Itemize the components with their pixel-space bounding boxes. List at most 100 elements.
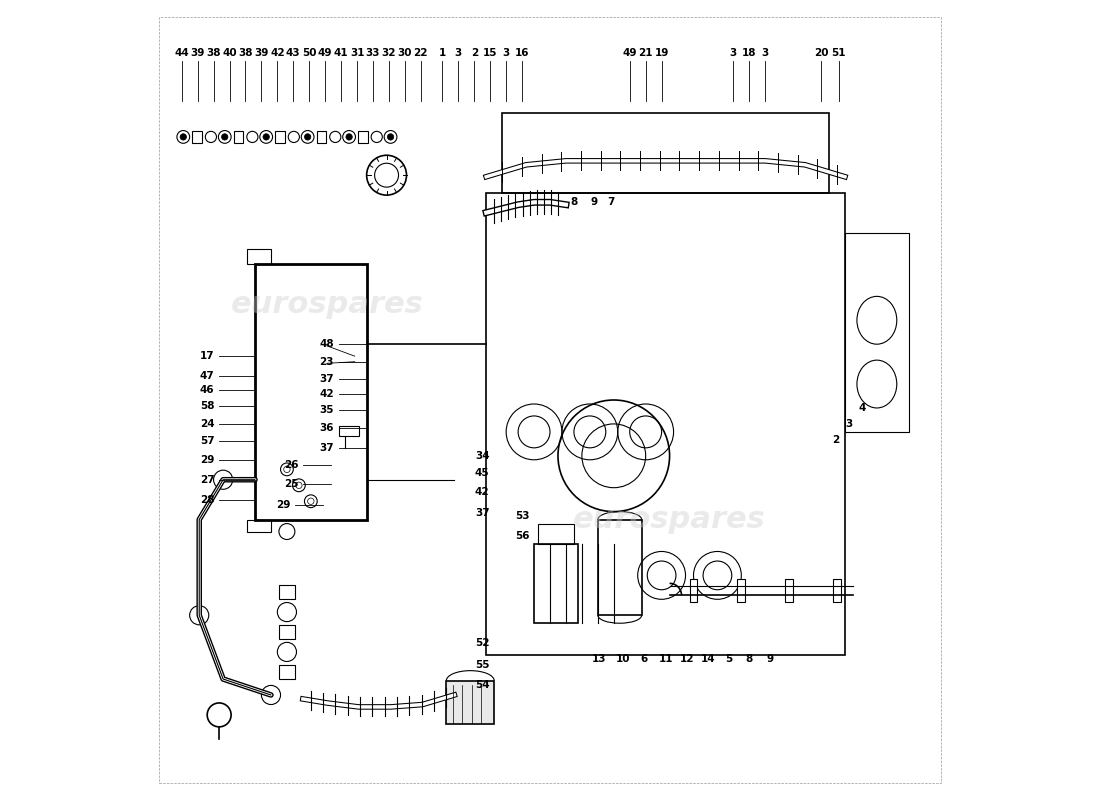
Text: 16: 16 <box>515 48 529 58</box>
Text: 29: 29 <box>200 454 214 465</box>
Text: 3: 3 <box>845 419 853 429</box>
Bar <box>785 579 793 602</box>
Text: 51: 51 <box>832 48 846 58</box>
Circle shape <box>221 134 228 140</box>
Bar <box>248 519 271 531</box>
Text: 48: 48 <box>319 339 334 349</box>
Bar <box>538 523 574 543</box>
Text: 8: 8 <box>570 198 578 207</box>
Circle shape <box>277 602 297 622</box>
Text: 37: 37 <box>319 443 334 453</box>
Text: 2: 2 <box>471 48 477 58</box>
Text: 32: 32 <box>382 48 396 58</box>
Bar <box>317 130 327 143</box>
Text: 36: 36 <box>319 423 334 433</box>
Text: 20: 20 <box>814 48 828 58</box>
Text: 8: 8 <box>746 654 752 664</box>
Text: 21: 21 <box>638 48 653 58</box>
Bar <box>339 426 359 436</box>
Text: 3: 3 <box>454 48 462 58</box>
Text: 15: 15 <box>483 48 497 58</box>
Text: 9: 9 <box>591 198 597 207</box>
Text: 52: 52 <box>475 638 490 648</box>
Bar <box>535 543 578 623</box>
Text: 42: 42 <box>270 48 285 58</box>
Text: 37: 37 <box>475 508 490 518</box>
Text: 28: 28 <box>200 494 214 505</box>
Text: 57: 57 <box>200 437 214 446</box>
Text: 9: 9 <box>767 654 773 664</box>
Bar <box>255 265 366 519</box>
Text: 33: 33 <box>366 48 381 58</box>
Bar <box>737 579 746 602</box>
Bar <box>192 130 202 143</box>
Text: 31: 31 <box>350 48 364 58</box>
Text: 34: 34 <box>475 451 490 461</box>
Text: 22: 22 <box>414 48 428 58</box>
Text: 10: 10 <box>616 654 630 664</box>
Bar <box>234 130 243 143</box>
Bar <box>597 519 641 615</box>
Text: 56: 56 <box>515 530 529 541</box>
Text: 25: 25 <box>284 478 298 489</box>
Text: 54: 54 <box>475 681 490 690</box>
Circle shape <box>262 686 280 705</box>
Text: 37: 37 <box>319 374 334 384</box>
Circle shape <box>345 134 352 140</box>
Text: 30: 30 <box>398 48 412 58</box>
Text: 3: 3 <box>729 48 737 58</box>
Text: 18: 18 <box>742 48 757 58</box>
Circle shape <box>277 642 297 662</box>
Text: 49: 49 <box>623 48 637 58</box>
Bar <box>279 585 295 599</box>
Text: 41: 41 <box>333 48 349 58</box>
Text: 7: 7 <box>607 198 615 207</box>
Text: eurospares: eurospares <box>230 290 424 319</box>
Text: eurospares: eurospares <box>573 505 766 534</box>
Text: 53: 53 <box>515 510 529 521</box>
Text: 43: 43 <box>286 48 300 58</box>
Bar <box>447 681 494 725</box>
Text: 1: 1 <box>439 48 446 58</box>
Bar <box>279 625 295 639</box>
Text: 38: 38 <box>207 48 221 58</box>
Text: 55: 55 <box>475 660 490 670</box>
Text: 40: 40 <box>222 48 236 58</box>
Text: 24: 24 <box>200 419 214 429</box>
Circle shape <box>305 134 311 140</box>
Text: 50: 50 <box>302 48 317 58</box>
Bar <box>690 579 697 602</box>
Text: 14: 14 <box>701 654 715 664</box>
Text: 13: 13 <box>592 654 607 664</box>
Text: 17: 17 <box>200 351 214 361</box>
Text: 4: 4 <box>859 403 866 413</box>
Bar <box>486 193 845 655</box>
Bar <box>833 579 842 602</box>
Text: 29: 29 <box>276 500 290 510</box>
Text: 23: 23 <box>319 357 334 366</box>
Text: 3: 3 <box>503 48 509 58</box>
Text: 6: 6 <box>640 654 648 664</box>
Text: 19: 19 <box>654 48 669 58</box>
Text: 35: 35 <box>319 405 334 414</box>
Bar <box>275 130 285 143</box>
Text: 12: 12 <box>680 654 694 664</box>
Text: 38: 38 <box>239 48 253 58</box>
Text: 27: 27 <box>200 474 214 485</box>
Text: 44: 44 <box>174 48 189 58</box>
Text: 42: 42 <box>319 390 334 399</box>
Text: 2: 2 <box>832 435 839 445</box>
Bar <box>248 249 271 265</box>
Circle shape <box>189 606 209 625</box>
Text: 49: 49 <box>318 48 332 58</box>
Circle shape <box>213 470 233 490</box>
Text: 58: 58 <box>200 401 214 410</box>
Text: 39: 39 <box>254 48 268 58</box>
Bar <box>845 233 909 432</box>
Circle shape <box>180 134 187 140</box>
Text: 3: 3 <box>761 48 769 58</box>
Bar <box>279 665 295 679</box>
Text: 11: 11 <box>658 654 673 664</box>
Text: 5: 5 <box>725 654 733 664</box>
Text: 45: 45 <box>475 468 490 478</box>
